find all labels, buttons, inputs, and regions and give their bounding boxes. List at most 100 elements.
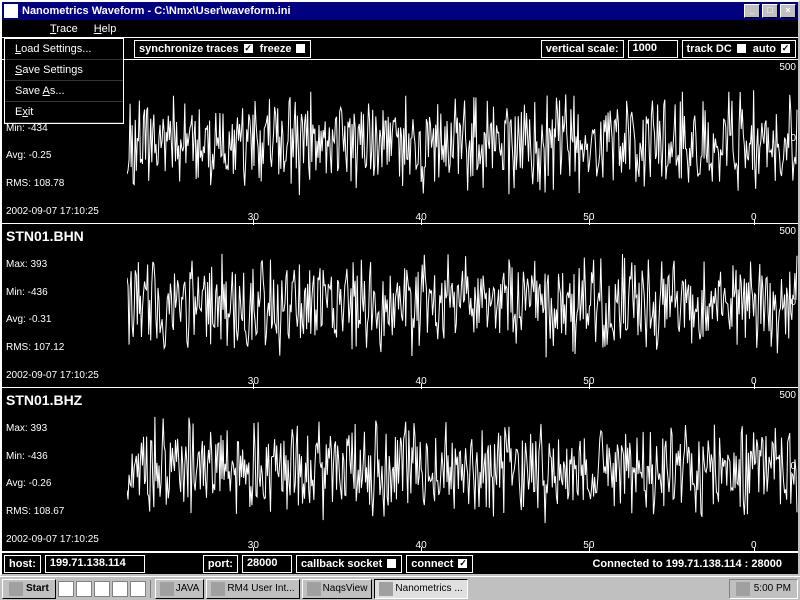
maximize-button[interactable]: □ — [762, 4, 778, 18]
start-button[interactable]: Start — [2, 579, 56, 599]
start-label: Start — [26, 583, 49, 594]
task-icon — [379, 582, 393, 596]
trackdc-checkbox[interactable] — [736, 43, 747, 54]
vscale-group: vertical scale: — [541, 40, 624, 58]
trace-timestamp: 2002-09-07 17:10:25 — [6, 534, 123, 545]
taskbar-task-button[interactable]: Nanometrics ... — [374, 579, 467, 599]
trace-panel: STN01.BHNMax: 393Min: -436Avg: -0.31RMS:… — [2, 224, 798, 388]
sync-label: synchronize traces — [139, 43, 239, 55]
time-tick: 40 — [416, 212, 427, 223]
trace-rms: RMS: 108.78 — [6, 178, 123, 189]
menu-help[interactable]: Help — [86, 21, 125, 37]
trace-info: STN01.BHNMax: 393Min: -436Avg: -0.31RMS:… — [2, 224, 127, 387]
host-group: host: — [4, 555, 41, 573]
port-field[interactable]: 28000 — [242, 555, 292, 573]
tray-icon[interactable] — [736, 582, 750, 596]
quick-launch-icon-3[interactable] — [94, 581, 110, 597]
taskbar-task-button[interactable]: NaqsView — [302, 579, 373, 599]
trace-name: STN01.BHN — [6, 228, 123, 244]
connect-group: connect ✓ — [406, 555, 473, 573]
scale-top: 500 — [779, 62, 796, 73]
freeze-label: freeze — [260, 43, 292, 55]
time-tick: 50 — [583, 212, 594, 223]
trace-canvas[interactable]: 50003040500 — [127, 224, 798, 387]
system-tray: 5:00 PM — [729, 579, 798, 599]
vscale-field[interactable]: 1000 — [628, 40, 678, 58]
scale-mid: 0 — [790, 133, 796, 144]
scale-mid: 0 — [790, 461, 796, 472]
time-tick: 30 — [248, 540, 259, 551]
time-tick: 40 — [416, 376, 427, 387]
menu-trace[interactable]: Trace — [42, 21, 86, 37]
trace-max: Max: 393 — [6, 259, 123, 270]
trace-rms: RMS: 107.12 — [6, 342, 123, 353]
auto-checkbox[interactable]: ✓ — [780, 43, 791, 54]
trace-min: Min: -434 — [6, 123, 123, 134]
time-tick: 30 — [248, 376, 259, 387]
callback-label: callback socket — [301, 558, 382, 570]
task-icon — [211, 582, 225, 596]
task-icon — [160, 582, 174, 596]
trace-ticks: 3040500 — [127, 209, 798, 223]
callback-group: callback socket — [296, 555, 402, 573]
trackdc-group: track DC auto ✓ — [682, 40, 796, 58]
sync-checkbox[interactable]: ✓ — [243, 43, 254, 54]
status-bar: host: 199.71.138.114 port: 28000 callbac… — [2, 552, 798, 574]
windows-icon — [9, 582, 23, 596]
titlebar: Nanometrics Waveform - C:\Nmx\User\wavef… — [2, 2, 798, 20]
task-label: RM4 User Int... — [227, 583, 294, 594]
taskbar: Start JAVA RM4 User Int... NaqsView Nanomet… — [0, 576, 800, 600]
main-window: Nanometrics Waveform - C:\Nmx\User\wavef… — [0, 0, 800, 576]
trace-ticks: 30 40 50 0 — [127, 373, 798, 387]
trace-canvas[interactable]: 50003040500 — [127, 388, 798, 551]
menubar: Trace Help — [2, 20, 798, 38]
time-tick: 0 — [751, 212, 757, 223]
menu-save-settings[interactable]: Save Settings — [5, 60, 123, 81]
taskbar-task-button[interactable]: RM4 User Int... — [206, 579, 299, 599]
quick-launch-icon-1[interactable] — [58, 581, 74, 597]
task-label: Nanometrics ... — [395, 583, 462, 594]
trace-panel: STN01.BHZMax: 393Min: -436Avg: -0.26RMS:… — [2, 388, 798, 552]
close-button[interactable]: × — [780, 4, 796, 18]
quick-launch-icon-4[interactable] — [112, 581, 128, 597]
trace-timestamp: 2002-09-07 17:10:25 — [6, 370, 123, 381]
time-tick: 0 — [751, 376, 757, 387]
trace-timestamp: 2002-09-07 17:10:25 — [6, 206, 123, 217]
host-label: host: — [9, 558, 36, 570]
trace-name: STN01.BHZ — [6, 392, 123, 408]
app-icon — [4, 4, 18, 18]
trackdc-label: track DC — [687, 43, 732, 55]
task-label: NaqsView — [323, 583, 368, 594]
callback-checkbox[interactable] — [386, 558, 397, 569]
minimize-button[interactable]: _ — [744, 4, 760, 18]
trace-canvas[interactable]: 50003040500 — [127, 60, 798, 223]
window-title: Nanometrics Waveform - C:\Nmx\User\wavef… — [22, 5, 744, 17]
menu-save-as[interactable]: Save As... — [5, 81, 123, 102]
time-tick: 40 — [416, 540, 427, 551]
connection-status: Connected to 199.71.138.114 : 28000 — [592, 558, 782, 570]
file-menu-dropdown: Load Settings... Save Settings Save As..… — [4, 38, 124, 124]
traces-area: STN01.BHEMax: 393Min: -434Avg: -0.25RMS:… — [2, 60, 798, 552]
quick-launch-icon-5[interactable] — [130, 581, 146, 597]
trace-info: STN01.BHZMax: 393Min: -436Avg: -0.26RMS:… — [2, 388, 127, 551]
trace-max: Max: 393 — [6, 423, 123, 434]
menu-exit[interactable]: Exit — [5, 102, 123, 123]
time-tick: 50 — [583, 376, 594, 387]
vscale-label: vertical scale: — [546, 43, 619, 55]
scale-mid: 0 — [790, 297, 796, 308]
trace-min: Min: -436 — [6, 451, 123, 462]
port-label: port: — [208, 558, 233, 570]
connect-checkbox[interactable]: ✓ — [457, 558, 468, 569]
taskbar-task-button[interactable]: JAVA — [155, 579, 205, 599]
auto-label: auto — [753, 43, 776, 55]
trace-min: Min: -436 — [6, 287, 123, 298]
host-field[interactable]: 199.71.138.114 — [45, 555, 145, 573]
trace-ticks: 3040500 — [127, 537, 798, 551]
connect-label: connect — [411, 558, 453, 570]
quick-launch-icon-2[interactable] — [76, 581, 92, 597]
sync-group: synchronize traces ✓ freeze — [134, 40, 311, 58]
clock: 5:00 PM — [754, 583, 791, 594]
menu-load-settings[interactable]: Load Settings... — [5, 39, 123, 60]
trace-rms: RMS: 108.67 — [6, 506, 123, 517]
freeze-checkbox[interactable] — [295, 43, 306, 54]
